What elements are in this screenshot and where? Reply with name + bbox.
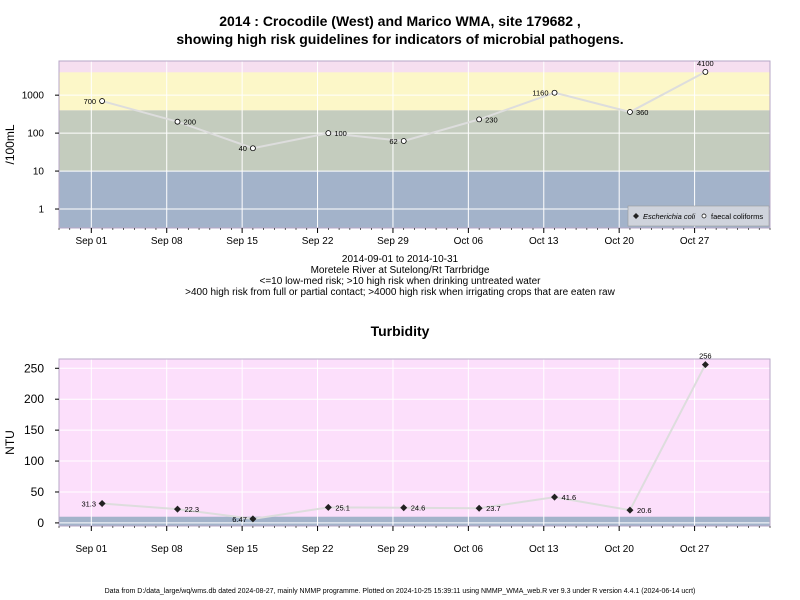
y-tick-label: 200 xyxy=(24,392,44,406)
x-tick-label: Sep 29 xyxy=(377,236,409,247)
y-tick-label: 10 xyxy=(33,167,45,178)
data-label: 4100 xyxy=(697,59,714,68)
turbidity-point xyxy=(400,504,408,512)
data-label: 23.7 xyxy=(486,504,501,513)
turbidity-point xyxy=(701,361,709,369)
y-tick-label: 50 xyxy=(31,485,45,499)
faecal-coliform-point xyxy=(325,130,332,137)
x-tick-label: Sep 15 xyxy=(226,236,258,247)
x-tick-label: Sep 08 xyxy=(151,544,183,555)
site-name-note: Moretele River at Sutelong/Rt Tarrbridge xyxy=(310,265,490,276)
data-label: 20.6 xyxy=(637,506,652,515)
legend-ecoli-label: Escherichia coli xyxy=(643,212,695,221)
x-tick-label: Sep 01 xyxy=(75,544,107,555)
faecal-coliform-point xyxy=(174,118,181,125)
turbidity-point xyxy=(551,493,559,501)
date-range-note: 2014-09-01 to 2014-10-31 xyxy=(341,254,459,265)
y-tick-label: 0 xyxy=(37,516,44,530)
faecal-coliform-point xyxy=(476,116,483,123)
chart-title-line1: 2014 : Crocodile (West) and Marico WMA, … xyxy=(219,13,581,29)
turbidity-point xyxy=(98,500,106,508)
x-tick-label: Sep 29 xyxy=(377,544,409,555)
faecal-coliform-point xyxy=(702,69,709,75)
x-tick-label: Sep 08 xyxy=(151,236,183,247)
x-tick-label: Oct 27 xyxy=(680,544,710,555)
y-axis-label: NTU xyxy=(3,430,17,455)
chart-title-line2: showing high risk guidelines for indicat… xyxy=(176,31,624,47)
footer-note: Data from D:/data_large/wq/wms.db dated … xyxy=(104,588,696,595)
x-tick-label: Oct 27 xyxy=(680,236,710,247)
turbidity-title: Turbidity xyxy=(370,323,430,339)
x-tick-label: Oct 20 xyxy=(604,544,634,555)
data-label: 230 xyxy=(485,115,498,124)
y-tick-label: 1000 xyxy=(22,91,45,102)
data-label: 200 xyxy=(184,118,197,127)
data-label: 40 xyxy=(239,144,247,153)
x-tick-label: Oct 20 xyxy=(604,236,634,247)
y-tick-label: 250 xyxy=(24,361,44,375)
turbidity-chart: 0 50 100 150 200 250 NTU Sep 01 Sep 08 Sep 15 Sep … xyxy=(3,352,771,555)
plot-background xyxy=(59,359,770,526)
y-tick-label: 150 xyxy=(24,423,44,437)
band-contact-risk xyxy=(59,72,770,111)
data-label: 31.3 xyxy=(81,500,96,509)
x-tick-label: Oct 06 xyxy=(454,544,484,555)
risk-guideline-note-1: <=10 low-med risk; >10 high risk when dr… xyxy=(259,276,541,287)
x-tick-label: Sep 01 xyxy=(75,236,107,247)
risk-guideline-note-2: >400 high risk from full or partial cont… xyxy=(185,287,615,298)
data-label: 25.1 xyxy=(335,503,350,512)
x-tick-label: Oct 13 xyxy=(529,544,559,555)
x-tick-label: Sep 15 xyxy=(226,544,258,555)
legend-faecal-label: faecal coliforms xyxy=(711,212,763,221)
x-tick-label: Oct 06 xyxy=(454,236,484,247)
data-label: 1160 xyxy=(532,89,548,98)
y-tick-label: 100 xyxy=(24,454,44,468)
data-label: 24.6 xyxy=(411,504,426,513)
y-tick-label: 1 xyxy=(38,205,44,216)
turbidity-point xyxy=(626,506,634,514)
data-label: 41.6 xyxy=(562,493,577,502)
data-label: 100 xyxy=(334,129,347,138)
data-label: 22.3 xyxy=(185,505,200,514)
faecal-coliform-point xyxy=(250,145,256,152)
turbidity-point xyxy=(249,515,257,523)
data-label: 62 xyxy=(389,137,397,146)
data-label: 6.47 xyxy=(232,515,247,524)
data-label: 360 xyxy=(636,108,649,117)
legend-box xyxy=(627,205,770,227)
turbidity-point xyxy=(174,505,181,513)
faecal-coliform-point xyxy=(400,138,407,144)
x-tick-label: Sep 22 xyxy=(302,236,334,247)
faecal-coliform-point xyxy=(551,89,558,96)
y-tick-label: 100 xyxy=(27,129,44,140)
y-axis-label: /100mL xyxy=(3,124,17,164)
legend-ecoli-marker xyxy=(633,213,639,219)
faecal-coliform-point xyxy=(627,109,633,115)
data-label: 256 xyxy=(699,352,712,361)
x-tick-label: Oct 13 xyxy=(529,236,559,247)
band-low-turbidity xyxy=(59,516,770,526)
x-tick-label: Sep 22 xyxy=(302,544,334,555)
turbidity-point xyxy=(475,504,483,512)
faecal-coliform-point xyxy=(99,98,105,104)
turbidity-point xyxy=(324,503,332,511)
data-label: 700 xyxy=(84,97,97,106)
microbial-chart: 1 10 100 1000/100mL Sep 01 Sep 08 Sep 15 Sep 22… xyxy=(3,59,771,247)
legend-faecal-marker xyxy=(701,213,707,219)
